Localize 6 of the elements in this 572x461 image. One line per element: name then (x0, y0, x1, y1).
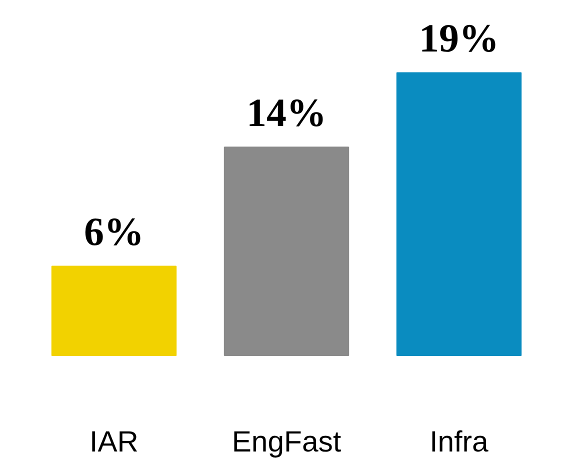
data-label: 6% (84, 209, 144, 254)
x-tick-label: IAR (90, 426, 138, 458)
x-tick-label: EngFast (232, 426, 342, 458)
x-tick-label: Infra (430, 426, 490, 458)
data-label: 14% (246, 90, 326, 136)
data-label: 19% (419, 16, 499, 61)
